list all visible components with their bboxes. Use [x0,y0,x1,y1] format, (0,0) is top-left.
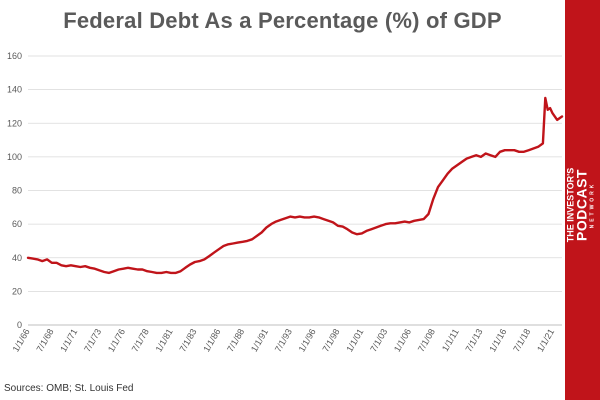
series-line-debt-to-gdp [26,96,564,275]
x-tick-label: 1/1/96 [297,327,318,354]
x-tick-label: 1/1/66 [11,327,32,354]
chart-title: Federal Debt As a Percentage (%) of GDP [63,8,502,33]
y-tick-label: 80 [12,186,22,196]
x-tick-label: 1/1/01 [344,327,365,354]
x-tick-label: 1/1/71 [58,327,79,354]
x-tick-label: 1/1/81 [154,327,175,354]
x-tick-label: 1/1/91 [249,327,270,354]
y-tick-label: 60 [12,219,22,229]
x-tick-label: 7/1/78 [130,327,151,354]
x-tick-label: 1/1/06 [392,327,413,354]
y-tick-label: 0 [17,320,22,330]
x-tick-label: 7/1/03 [368,327,389,354]
y-tick-label: 120 [7,118,22,128]
y-tick-label: 20 [12,286,22,296]
x-tick-label: 7/1/68 [34,327,55,354]
x-tick-label: 1/1/86 [201,327,222,354]
x-tick-label: 1/1/11 [440,327,461,353]
brand-logo-text: THE INVESTOR'S PODCAST NETWORK [566,168,599,243]
x-tick-label: 1/1/16 [487,327,508,354]
x-tick-label: 7/1/83 [177,327,198,354]
y-tick-label: 160 [7,51,22,61]
x-tick-label: 7/1/08 [416,327,437,354]
source-note: Sources: OMB; St. Louis Fed [4,383,134,394]
x-tick-label: 7/1/13 [464,327,485,354]
x-tick-label: 7/1/98 [320,327,341,354]
y-tick-label: 40 [12,253,22,263]
x-axis-tick-labels: 1/1/66 7/1/68 1/1/71 7/1/73 1/1/76 7/1/78 1/1/… [11,327,557,354]
gridlines [28,55,562,292]
y-axis-tick-labels: 0 20 40 60 80 100 120 140 160 [7,51,22,330]
x-tick-label: 7/1/93 [273,327,294,354]
brand-line2: PODCAST [573,169,590,241]
x-tick-label: 1/1/21 [535,327,556,354]
x-tick-label: 7/1/73 [82,327,103,354]
x-tick-label: 7/1/18 [511,327,532,354]
y-tick-label: 140 [7,85,22,95]
line-chart: 0 20 40 60 80 100 120 140 160 1/1/66 7/1/68 1/1/71… [7,51,564,354]
x-tick-label: 7/1/88 [225,327,246,354]
x-tick-label: 1/1/76 [106,327,127,354]
brand-sidebar: THE INVESTOR'S PODCAST NETWORK [565,0,600,400]
y-tick-label: 100 [7,152,22,162]
